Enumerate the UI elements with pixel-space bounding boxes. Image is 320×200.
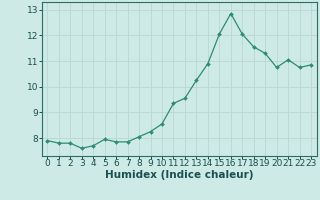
X-axis label: Humidex (Indice chaleur): Humidex (Indice chaleur) — [105, 170, 253, 180]
